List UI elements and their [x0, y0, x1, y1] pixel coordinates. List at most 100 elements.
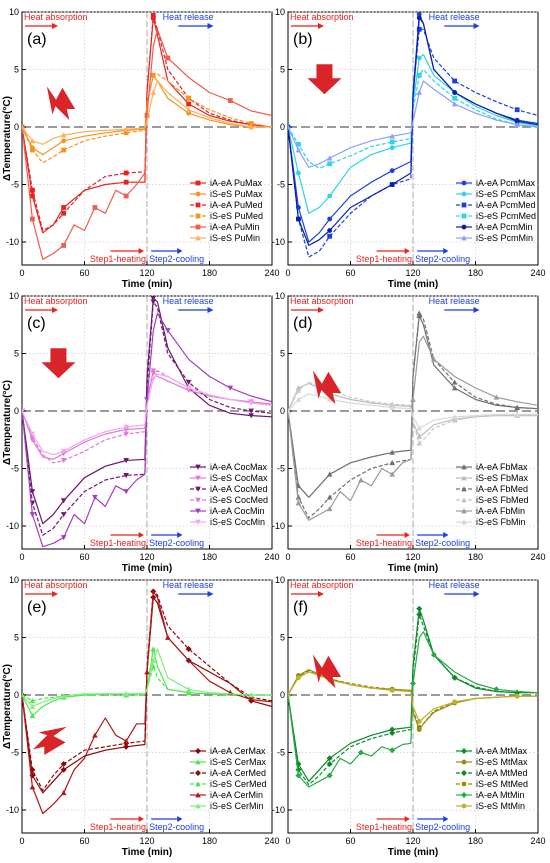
series-line: [288, 17, 538, 246]
data-point: [150, 376, 157, 382]
data-point: [451, 674, 458, 681]
panel-f: 0 60 120 180 240 10 5 0 -5 -10 Time (min) (f) Heat a…: [272, 575, 546, 858]
data-point: [29, 697, 36, 704]
data-point: [30, 193, 35, 199]
data-point: [150, 657, 157, 663]
data-point: [248, 413, 254, 419]
data-point: [123, 193, 129, 199]
data-point: [61, 210, 67, 216]
legend-entry: iA-eA CerMax: [210, 746, 266, 756]
legend-marker: [461, 770, 467, 776]
data-point: [451, 385, 458, 391]
y-axis-label: ΔTemperature(°C): [2, 96, 13, 181]
heat-arrow: [41, 348, 76, 379]
x-tick-label: 0: [19, 552, 24, 562]
legend-marker: [195, 803, 201, 809]
data-point: [185, 646, 192, 652]
legend-marker: [461, 748, 467, 754]
data-point: [185, 379, 192, 386]
y-tick-label: -5: [277, 180, 285, 190]
data-point: [296, 170, 301, 176]
panel-b: 0 60 120 180 240 10 5 0 -5 -10 Time (min) (b) Heat a…: [272, 7, 546, 290]
heat-absorption-label: Heat absorption: [24, 12, 88, 22]
data-point: [60, 693, 67, 699]
legend-entry: iA-eA FbMin: [476, 506, 525, 516]
data-point: [150, 89, 157, 95]
data-point: [416, 425, 423, 431]
legend-entry: iS-eS CocMax: [210, 473, 268, 483]
legend-entry: iS-eS MtMed: [476, 779, 528, 789]
data-point: [60, 761, 67, 767]
y-tick-label: -5: [11, 464, 19, 474]
data-point: [416, 724, 422, 730]
y-tick-label: 5: [280, 349, 285, 359]
legend-marker: [195, 508, 201, 514]
y-tick-label: 10: [9, 291, 19, 301]
data-point: [123, 130, 129, 136]
data-point: [389, 139, 395, 145]
heat-release-arrowhead: [207, 307, 214, 313]
data-point: [123, 126, 129, 132]
data-point: [165, 55, 171, 61]
data-point: [29, 703, 36, 709]
data-point: [123, 691, 129, 697]
data-point: [60, 766, 67, 773]
x-tick-label: 60: [79, 552, 89, 562]
step1-label: Step1-heating: [90, 822, 146, 832]
step1-arrowhead: [404, 248, 410, 254]
x-tick-label: 120: [139, 836, 154, 846]
data-point: [389, 404, 395, 410]
step2-arrowhead: [443, 248, 449, 254]
panel-label: (e): [27, 599, 47, 616]
step1-arrowhead: [138, 816, 144, 822]
x-tick-label: 240: [530, 268, 545, 278]
x-tick-label: 240: [264, 836, 279, 846]
legend-entry: iA-eA CocMed: [210, 484, 268, 494]
series-group: [22, 13, 272, 260]
heat-release-arrowhead: [207, 23, 214, 29]
series-line: [22, 373, 272, 456]
data-point: [514, 107, 520, 113]
legend-marker: [195, 235, 201, 241]
heat-absorption-arrowhead: [52, 23, 58, 29]
data-point: [451, 417, 458, 423]
y-axis-label: ΔTemperature(°C): [2, 380, 13, 465]
series-line: [22, 80, 272, 145]
y-tick-label: 0: [14, 690, 19, 700]
heat-release-label: Heat release: [429, 296, 480, 306]
x-tick-label: 0: [285, 268, 290, 278]
legend-entry: iA-eA PcmMin: [476, 222, 533, 232]
y-tick-label: -10: [272, 805, 285, 815]
y-tick-label: 0: [280, 122, 285, 132]
step1-label: Step1-heating: [90, 254, 146, 264]
panel-a: 0 60 120 180 240 10 5 0 -5 -10 Time (min) ΔTemperat…: [2, 7, 280, 290]
data-point: [389, 471, 395, 477]
x-tick-label: 180: [468, 552, 483, 562]
heat-release-arrowhead: [473, 591, 480, 597]
step2-label: Step2-cooling: [149, 822, 204, 832]
data-point: [30, 147, 35, 153]
x-tick-label: 180: [468, 268, 483, 278]
data-point: [227, 385, 234, 391]
data-point: [410, 680, 416, 687]
data-point: [144, 113, 150, 118]
series-line: [22, 312, 272, 548]
legend-marker: [461, 781, 467, 787]
data-point: [416, 611, 423, 618]
data-point: [431, 356, 437, 362]
data-point: [60, 458, 67, 464]
heat-absorption-label: Heat absorption: [290, 12, 354, 22]
legend-marker: [195, 792, 201, 798]
legend-marker: [195, 191, 201, 197]
data-point: [327, 216, 333, 222]
y-axis-label: ΔTemperature(°C): [2, 664, 13, 749]
data-point: [60, 448, 67, 455]
legend-entry: iA-eA PcmMed: [476, 200, 536, 210]
legend-entry: iS-eS PcmMin: [476, 233, 533, 243]
data-point: [92, 205, 98, 210]
x-axis-label: Time (min): [388, 563, 438, 574]
data-point: [60, 789, 67, 796]
data-point: [493, 394, 500, 400]
data-point: [185, 686, 192, 692]
legend-marker: [461, 464, 467, 470]
